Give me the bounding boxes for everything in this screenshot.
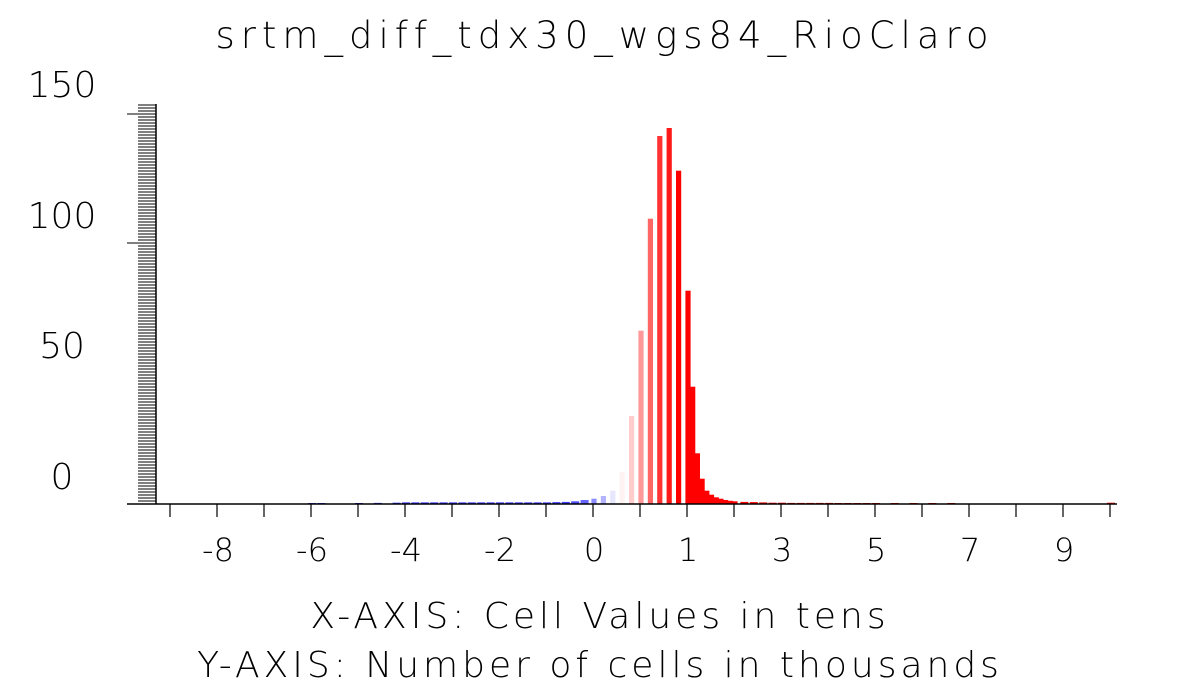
x-tick-label-5: 5	[866, 531, 886, 569]
histogram-bar	[713, 497, 719, 504]
x-tick-label-1: 1	[678, 531, 698, 569]
x-tick-label-neg2: -2	[484, 531, 516, 569]
histogram-bar	[514, 502, 523, 504]
x-axis-label: X-AXIS: Cell Values in tens	[310, 596, 889, 637]
histogram-bar	[496, 502, 504, 504]
x-tick-label-neg6: -6	[296, 531, 328, 569]
x-tick-label-neg8: -8	[202, 531, 234, 569]
histogram-bar	[690, 386, 696, 504]
histogram-bar	[749, 502, 758, 504]
histogram-bar	[571, 501, 580, 504]
histogram-bar	[657, 136, 663, 504]
histogram-bar	[666, 128, 672, 504]
histogram-bar	[723, 500, 729, 504]
histogram-bar	[458, 502, 467, 504]
y-tick-label-50: 50	[39, 326, 85, 367]
histogram-bar	[699, 478, 705, 504]
histogram-bar	[580, 500, 589, 504]
histogram-bar	[486, 502, 495, 504]
histogram-bar	[685, 290, 691, 504]
histogram-bar	[647, 218, 653, 504]
histogram-bar	[477, 502, 486, 504]
histogram-bar	[430, 502, 439, 504]
histogram-bar	[740, 501, 749, 504]
y-tick-label-100: 100	[28, 196, 97, 237]
histogram-bar	[543, 502, 551, 504]
y-tick-label-0: 0	[51, 457, 74, 498]
histogram-bars	[308, 128, 1115, 504]
histogram-bar	[411, 502, 420, 504]
histogram-bar	[629, 416, 635, 504]
histogram-bar	[704, 490, 710, 504]
histogram-bar	[718, 498, 724, 504]
histogram-bar	[533, 502, 542, 504]
histogram-bar	[638, 330, 644, 504]
y-axis-label: Y-AXIS: Number of cells in thousands	[197, 645, 1003, 686]
x-tick-label-3: 3	[772, 531, 792, 569]
histogram-bar	[676, 170, 682, 504]
histogram-bar	[759, 502, 768, 504]
y-tick-label-150: 150	[28, 65, 97, 106]
histogram-bar	[420, 502, 429, 504]
histogram-bar	[552, 502, 561, 504]
histogram-bar	[439, 502, 448, 504]
histogram-bar	[449, 502, 457, 504]
x-tick-label-neg4: -4	[390, 531, 422, 569]
x-tick-label-9: 9	[1054, 531, 1074, 569]
histogram-bar	[610, 490, 616, 504]
x-tick-label-0: 0	[584, 531, 604, 569]
x-tick-label-7: 7	[960, 531, 980, 569]
y-axis-ticks	[127, 104, 157, 505]
histogram-bar	[402, 502, 410, 504]
histogram-bar	[694, 453, 700, 504]
histogram-bar	[591, 498, 597, 504]
histogram-bar	[561, 501, 570, 504]
histogram-bar	[619, 472, 625, 504]
x-axis-ticks	[169, 504, 1111, 517]
histogram-bar	[708, 494, 715, 504]
histogram-bar	[732, 501, 738, 504]
histogram-bar	[524, 502, 533, 504]
histogram-bar	[505, 502, 514, 504]
chart-title: srtm_diff_tdx30_wgs84_RioClaro	[215, 14, 994, 58]
histogram-bar	[467, 502, 476, 504]
histogram-bar	[600, 496, 606, 504]
histogram-bar	[727, 500, 733, 504]
